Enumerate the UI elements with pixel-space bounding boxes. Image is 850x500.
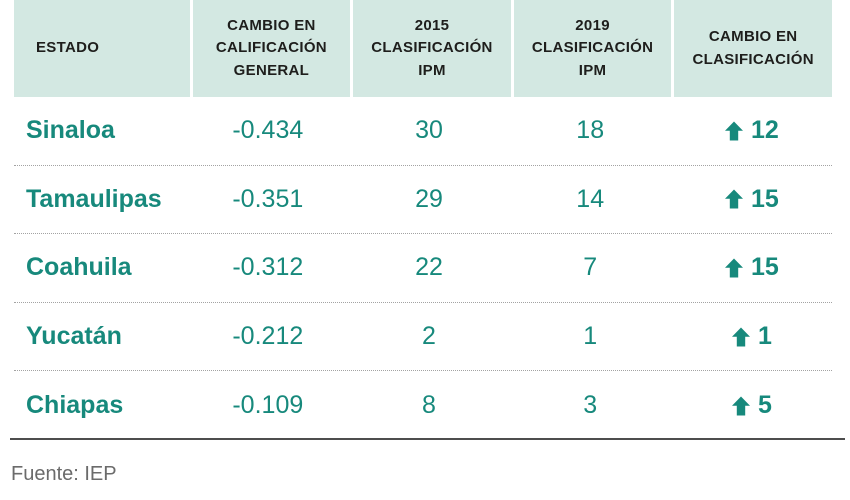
header-cell-clasificacion-2019: 2019 CLASIFICACIÓN IPM (510, 0, 672, 97)
cell-state-name: Sinaloa (26, 116, 115, 145)
up-arrow-icon (731, 327, 751, 347)
table-row-chiapas: Chiapas -0.109 8 3 5 (14, 371, 832, 440)
rank-change-value: 5 (757, 391, 772, 420)
cell-rank-2015: 30 (415, 116, 443, 145)
table-row-tamaulipas: Tamaulipas -0.351 29 14 15 (14, 166, 832, 235)
cell-rank-2019: 1 (583, 322, 598, 351)
cell-score-change: -0.212 (232, 322, 304, 351)
cell-rank-2019: 18 (576, 116, 605, 145)
cell-rank-2015: 22 (415, 253, 443, 282)
up-arrow-icon (724, 189, 744, 209)
header-cell-cambio-clasificacion: CAMBIO EN CLASIFICACIÓN (671, 0, 832, 97)
cell-score-change: -0.351 (232, 184, 304, 213)
table-row-yucatan: Yucatán -0.212 2 1 1 (14, 303, 832, 372)
source-attribution: Fuente: IEP (11, 463, 117, 485)
rank-change-value: 12 (751, 116, 779, 145)
header-cell-cambio-calificacion: CAMBIO EN CALIFICACIÓN GENERAL (189, 0, 351, 97)
up-arrow-icon (731, 396, 751, 416)
table-row-sinaloa: Sinaloa -0.434 30 18 12 (14, 97, 832, 166)
cell-score-change: -0.109 (232, 391, 304, 420)
cell-score-change: -0.434 (232, 116, 304, 145)
cell-rank-2015: 8 (422, 391, 436, 420)
rank-change-value: 15 (751, 184, 779, 213)
table-row-coahuila: Coahuila -0.312 22 7 15 (14, 234, 832, 303)
cell-rank-change: 15 (671, 185, 832, 214)
header-cell-estado: ESTADO (36, 39, 100, 57)
cell-state-name: Yucatán (26, 322, 122, 351)
cell-rank-change: 12 (671, 116, 832, 145)
states-ipm-table: ESTADO CAMBIO EN CALIFICACIÓN GENERAL 20… (14, 0, 832, 440)
cell-score-change: -0.312 (232, 253, 304, 282)
cell-rank-2015: 29 (415, 184, 443, 213)
cell-state-name: Coahuila (26, 253, 132, 282)
cell-rank-2019: 3 (583, 391, 598, 420)
up-arrow-icon (724, 258, 744, 278)
cell-state-name: Tamaulipas (26, 184, 162, 213)
cell-rank-change: 1 (671, 322, 832, 351)
table-header-row: ESTADO CAMBIO EN CALIFICACIÓN GENERAL 20… (14, 0, 832, 97)
cell-rank-change: 5 (671, 391, 832, 420)
cell-state-name: Chiapas (26, 391, 124, 420)
cell-rank-2015: 2 (422, 322, 436, 351)
cell-rank-2019: 14 (576, 184, 605, 213)
rank-change-value: 15 (751, 253, 779, 282)
up-arrow-icon (724, 121, 744, 141)
rank-change-value: 1 (757, 322, 772, 351)
cell-rank-2019: 7 (583, 253, 598, 282)
table-bottom-rule (10, 438, 845, 440)
cell-rank-change: 15 (671, 253, 832, 282)
header-cell-clasificacion-2015: 2015 CLASIFICACIÓN IPM (350, 0, 511, 97)
